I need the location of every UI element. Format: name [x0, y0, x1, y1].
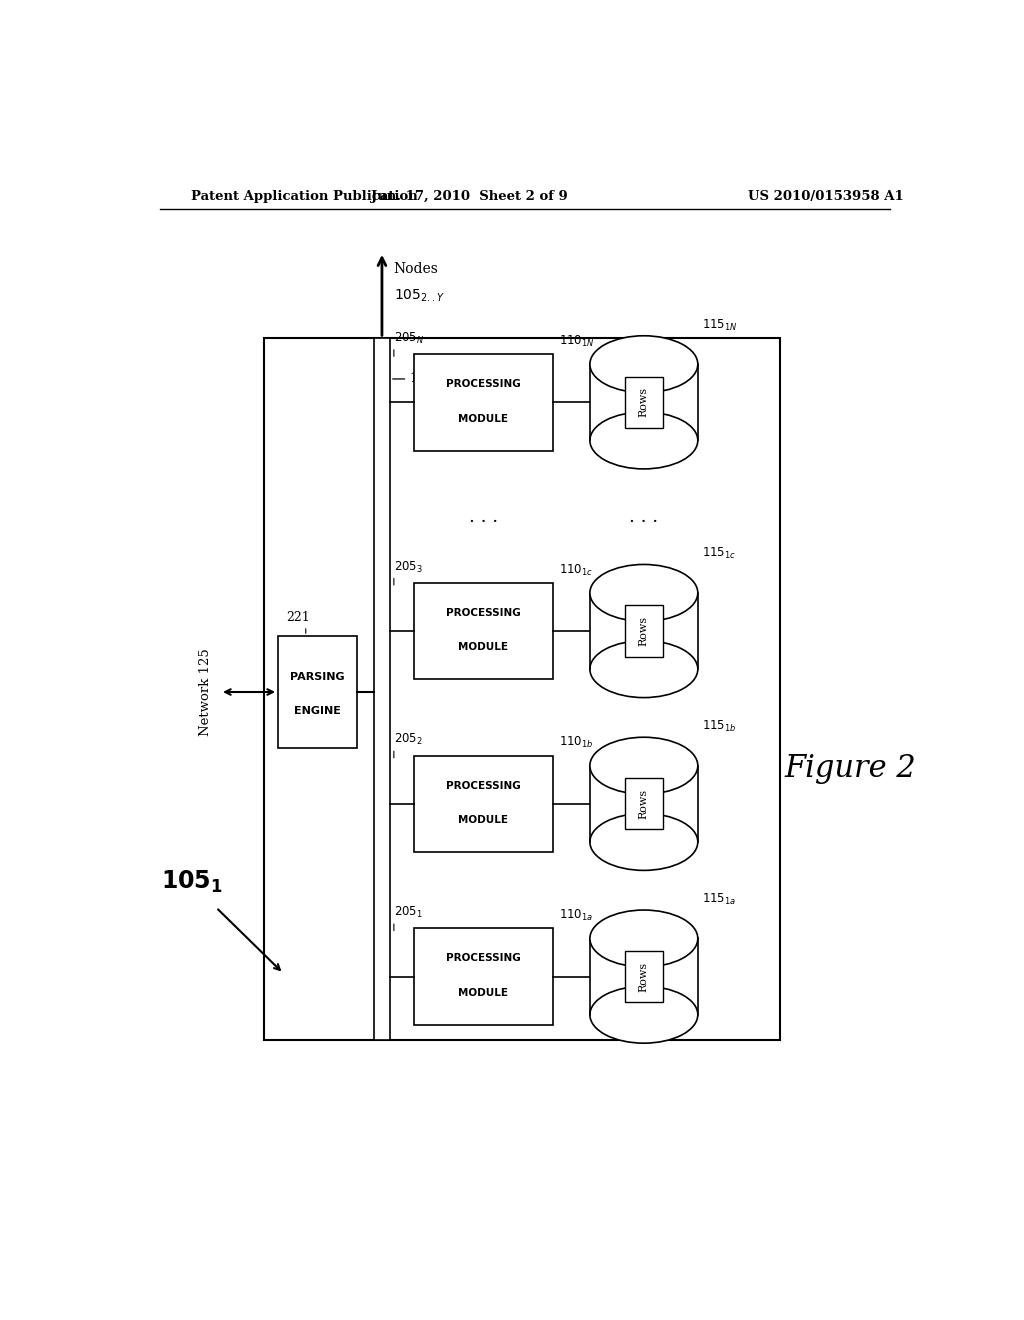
Text: Rows: Rows — [639, 387, 649, 417]
Bar — [264, 338, 779, 1040]
Text: MODULE: MODULE — [458, 413, 508, 424]
Text: . . .: . . . — [630, 508, 658, 525]
Text: Network 125: Network 125 — [200, 648, 212, 735]
Text: $110_{{1N}}$: $110_{{1N}}$ — [559, 334, 595, 348]
Ellipse shape — [590, 565, 697, 622]
Text: $205_{1}$: $205_{1}$ — [394, 906, 423, 920]
Text: $105_{2..Y}$: $105_{2..Y}$ — [394, 288, 445, 304]
Text: US 2010/0153958 A1: US 2010/0153958 A1 — [749, 190, 904, 202]
Ellipse shape — [590, 412, 697, 469]
Bar — [414, 582, 553, 680]
Text: . . .: . . . — [469, 508, 498, 525]
Text: $115_{{1b}}$: $115_{{1b}}$ — [701, 719, 736, 734]
Text: ENGINE: ENGINE — [294, 706, 341, 715]
Bar — [278, 636, 357, 748]
Ellipse shape — [590, 738, 697, 795]
Text: $115_{{1c}}$: $115_{{1c}}$ — [701, 546, 736, 561]
Bar — [590, 939, 697, 1015]
Bar — [414, 755, 553, 853]
Text: Jun. 17, 2010  Sheet 2 of 9: Jun. 17, 2010 Sheet 2 of 9 — [371, 190, 567, 202]
Text: Patent Application Publication: Patent Application Publication — [191, 190, 418, 202]
Bar — [590, 593, 697, 669]
Text: $110_{{1c}}$: $110_{{1c}}$ — [559, 562, 593, 578]
Bar — [625, 606, 663, 656]
Text: Figure 2: Figure 2 — [784, 752, 916, 784]
Text: $\mathbf{105_1}$: $\mathbf{105_1}$ — [162, 869, 223, 895]
Bar — [625, 950, 663, 1002]
Ellipse shape — [590, 909, 697, 968]
Text: MODULE: MODULE — [458, 814, 508, 825]
Text: $205_{2}$: $205_{2}$ — [394, 733, 423, 747]
Text: Nodes: Nodes — [394, 263, 438, 276]
Text: 221: 221 — [286, 611, 309, 624]
Text: MODULE: MODULE — [458, 987, 508, 998]
Text: 130: 130 — [410, 372, 434, 385]
Text: PROCESSING: PROCESSING — [445, 780, 520, 791]
Text: $110_{{1b}}$: $110_{{1b}}$ — [559, 735, 594, 751]
Text: Rows: Rows — [639, 616, 649, 645]
Bar — [590, 364, 697, 441]
Text: $205_{N}$: $205_{N}$ — [394, 331, 424, 346]
Bar — [625, 376, 663, 428]
Text: $205_{3}$: $205_{3}$ — [394, 560, 423, 574]
Text: Rows: Rows — [639, 961, 649, 991]
Ellipse shape — [590, 640, 697, 697]
Bar — [590, 766, 697, 842]
Ellipse shape — [590, 986, 697, 1043]
Text: $115_{{1a}}$: $115_{{1a}}$ — [701, 892, 736, 907]
Text: $110_{{1a}}$: $110_{{1a}}$ — [559, 908, 593, 923]
Text: Rows: Rows — [639, 789, 649, 818]
Text: PROCESSING: PROCESSING — [445, 607, 520, 618]
Text: PROCESSING: PROCESSING — [445, 953, 520, 964]
Text: MODULE: MODULE — [458, 643, 508, 652]
Text: PROCESSING: PROCESSING — [445, 379, 520, 389]
Bar — [414, 928, 553, 1024]
Ellipse shape — [590, 335, 697, 392]
Bar — [374, 338, 390, 1040]
Ellipse shape — [590, 813, 697, 870]
Text: $115_{{1N}}$: $115_{{1N}}$ — [701, 318, 737, 333]
Text: PARSING: PARSING — [291, 672, 345, 682]
Bar — [625, 779, 663, 829]
Bar — [414, 354, 553, 450]
